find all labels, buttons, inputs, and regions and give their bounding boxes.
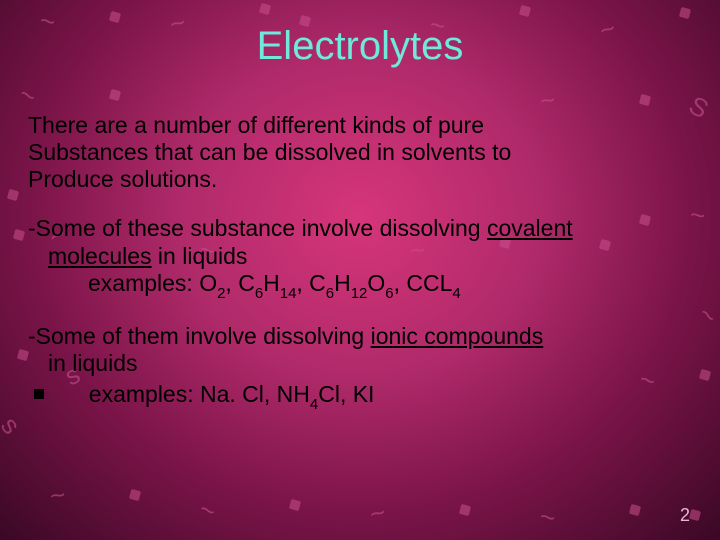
- page-number: 2: [680, 505, 690, 526]
- covalent-rest: in liquids: [152, 243, 248, 269]
- slide: ~ ~ ~ ~ ~ ~ S ~ ~ ~ ~ ~ s ~ s ~ ~ ~ ~: [0, 0, 720, 540]
- covalent-line-1: -Some of these substance involve dissolv…: [28, 215, 692, 242]
- ionic-underlined: ionic compounds: [371, 323, 544, 349]
- slide-body: There are a number of different kinds of…: [28, 112, 692, 434]
- covalent-pre: -Some of these substance involve dissolv…: [28, 215, 487, 241]
- covalent-paragraph: -Some of these substance involve dissolv…: [28, 215, 692, 300]
- covalent-underlined-1: covalent: [487, 215, 573, 241]
- slide-title: Electrolytes: [0, 24, 720, 69]
- intro-line-2: Substances that can be dissolved in solv…: [28, 139, 692, 166]
- example-2: C6H14: [238, 270, 296, 296]
- ionic-examples: examples: Na. Cl, NH4Cl, KI: [28, 381, 692, 412]
- intro-paragraph: There are a number of different kinds of…: [28, 112, 692, 193]
- example-1: O2: [199, 270, 225, 296]
- ionic-paragraph: -Some of them involve dissolving ionic c…: [28, 323, 692, 412]
- examples-label-ionic: examples:: [89, 381, 200, 407]
- bullet-square-icon: [34, 389, 44, 399]
- ionic-pre: -Some of them involve dissolving: [28, 323, 371, 349]
- intro-line-3: Produce solutions.: [28, 166, 692, 193]
- examples-label: examples:: [88, 270, 199, 296]
- ionic-example-text: Na. Cl, NH4Cl, KI: [200, 381, 374, 407]
- covalent-underlined-2: molecules: [48, 243, 152, 269]
- ionic-line-1: -Some of them involve dissolving ionic c…: [28, 323, 692, 350]
- example-4: CCL4: [406, 270, 460, 296]
- covalent-examples: examples: O2, C6H14, C6H12O6, CCL4: [28, 270, 692, 301]
- example-3: C6H12O6: [309, 270, 393, 296]
- intro-line-1: There are a number of different kinds of…: [28, 112, 692, 139]
- covalent-line-2: molecules in liquids: [28, 243, 692, 270]
- ionic-line-2: in liquids: [28, 350, 692, 377]
